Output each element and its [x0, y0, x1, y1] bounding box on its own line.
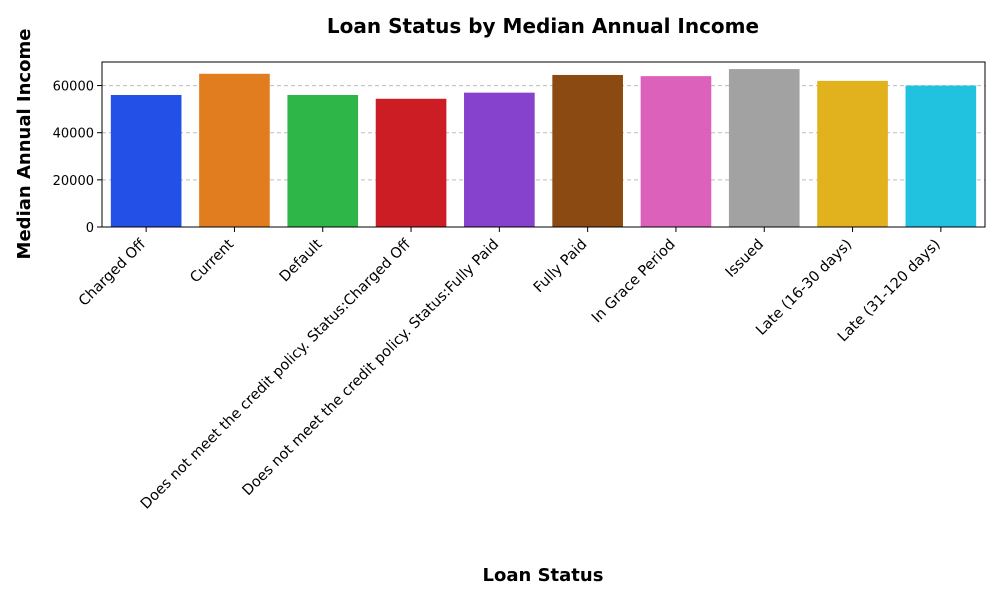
y-axis-ticks: 0 20000 40000 60000 — [53, 80, 102, 236]
y-axis-label: Median Annual Income — [14, 29, 35, 260]
bar — [640, 76, 712, 228]
y-tick-label: 0 — [86, 221, 94, 236]
x-axis-label: Loan Status — [483, 565, 604, 586]
bar — [817, 80, 888, 227]
bar — [464, 92, 535, 228]
bar — [199, 73, 270, 228]
bar — [728, 69, 800, 227]
x-tick-label: In Grace Period — [589, 237, 679, 327]
bar — [552, 74, 623, 227]
chart-title: Loan Status by Median Annual Income — [327, 14, 759, 38]
bar — [905, 85, 977, 227]
bars — [110, 69, 977, 228]
plot-frame — [101, 61, 986, 228]
x-tick-label: Current — [187, 236, 237, 286]
y-tick-label: 20000 — [53, 174, 94, 189]
bar — [375, 98, 447, 228]
bar — [110, 95, 182, 227]
y-tick-label: 60000 — [53, 80, 94, 95]
x-tick-label: Charged Off — [76, 236, 150, 310]
x-tick-label: Late (31-120 days) — [835, 237, 944, 346]
x-tick-label: Default — [277, 236, 326, 285]
x-tick-label: Late (16-30 days) — [753, 237, 855, 339]
x-tick-label: Issued — [723, 237, 767, 281]
bar — [287, 95, 359, 227]
x-tick-label: Fully Paid — [531, 237, 591, 297]
y-tick-label: 40000 — [53, 127, 94, 142]
